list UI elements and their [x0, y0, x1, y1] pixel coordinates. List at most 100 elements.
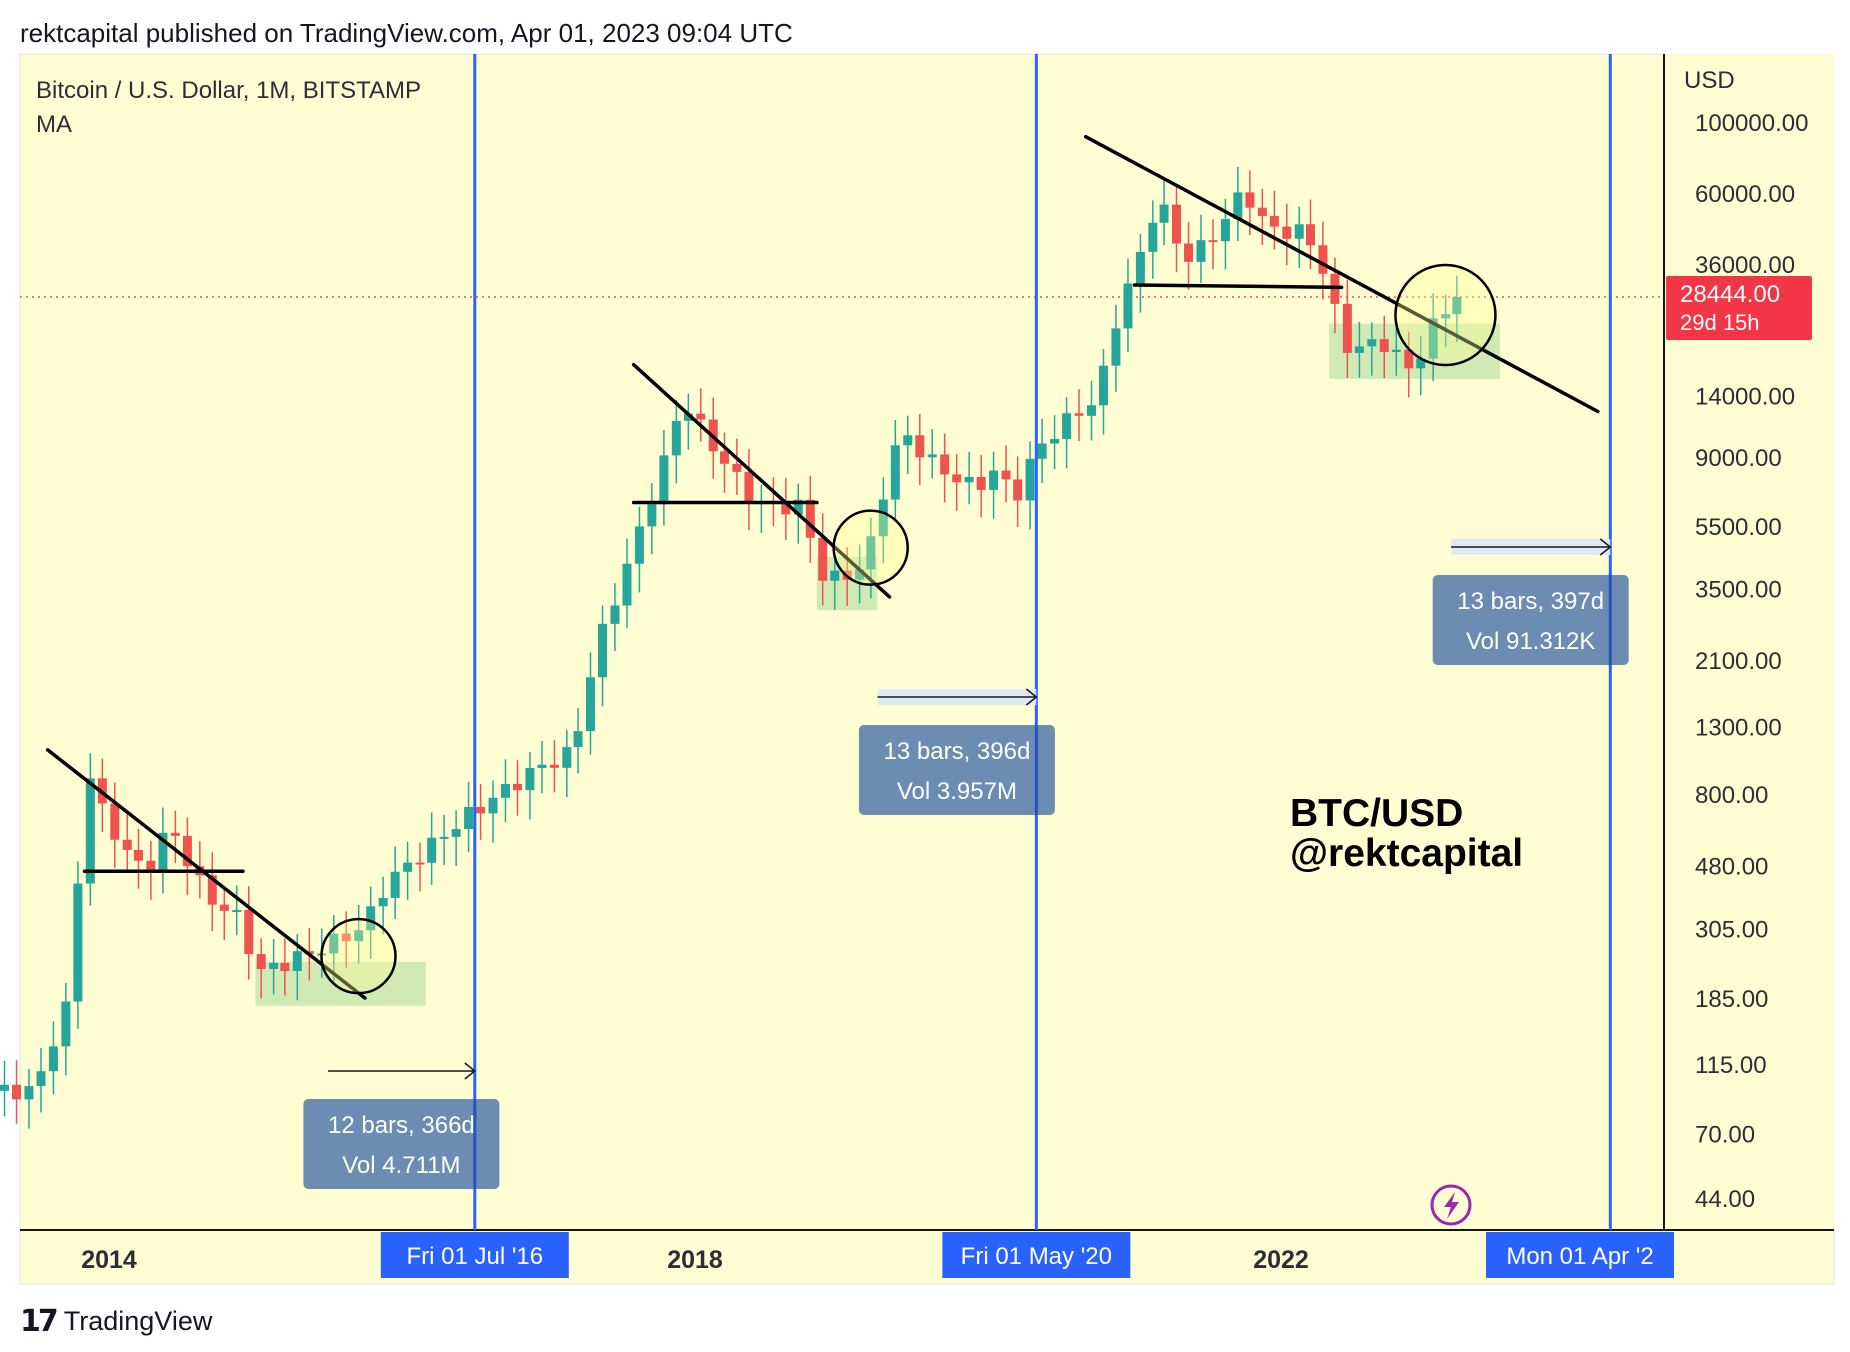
candle-body	[1062, 413, 1072, 439]
candle-body	[793, 499, 803, 515]
candle-body	[329, 933, 339, 954]
candle-body	[207, 875, 217, 905]
date-range-volume: Vol 91.312K	[1466, 628, 1595, 655]
highlight-circle[interactable]	[320, 917, 397, 995]
candle-body	[403, 862, 413, 872]
candle-body	[354, 930, 364, 942]
candle-body	[500, 783, 510, 798]
candle-body	[671, 420, 681, 456]
candle-body	[219, 904, 229, 911]
candle-body	[549, 764, 559, 768]
candle-body	[1220, 219, 1230, 242]
indicator-label: MA	[36, 111, 72, 138]
y-tick-label: 185.00	[1695, 986, 1768, 1013]
candle-body	[1379, 339, 1389, 353]
lightning-icon[interactable]	[1430, 1184, 1472, 1226]
candle-body	[170, 832, 180, 836]
date-range-bars: 13 bars, 396d	[884, 738, 1031, 765]
candle-body	[964, 476, 974, 483]
candle-body	[488, 797, 498, 814]
candle-body	[0, 1084, 9, 1091]
y-tick-label: 14000.00	[1695, 384, 1795, 411]
candle-body	[1171, 204, 1181, 244]
candle-body	[855, 569, 865, 580]
candle-body	[110, 803, 120, 840]
candle-body	[1148, 222, 1158, 252]
candle-body	[1452, 297, 1462, 315]
y-tick-label: 5500.00	[1695, 514, 1782, 541]
trendline[interactable]	[1083, 134, 1600, 414]
candle-body	[915, 435, 925, 458]
candle-body	[525, 767, 535, 791]
trendline[interactable]	[1132, 283, 1344, 290]
candle-body	[36, 1071, 46, 1087]
candle-body	[805, 499, 815, 538]
candle-body	[451, 829, 461, 837]
candle-body	[256, 954, 266, 969]
candle-body	[232, 910, 242, 913]
candle-body	[85, 778, 95, 884]
candle-body	[1196, 240, 1206, 262]
trendline[interactable]	[631, 362, 892, 599]
candle-body	[269, 962, 279, 969]
date-range-info-box	[1432, 575, 1629, 665]
candle-body	[73, 883, 83, 1002]
candle-body	[781, 501, 791, 515]
candle-body	[1208, 240, 1218, 243]
candle-body	[146, 860, 156, 872]
candle-body	[1367, 339, 1377, 347]
date-range-volume: Vol 4.711M	[342, 1152, 460, 1179]
candles	[0, 167, 1462, 1129]
candle-body	[1269, 215, 1279, 227]
plot-area[interactable]	[19, 53, 1665, 1231]
candle-body	[1257, 207, 1267, 216]
tradingview-brand: TradingView	[63, 1306, 213, 1336]
candle-body	[1013, 479, 1023, 501]
candle-body	[476, 806, 486, 814]
candle-body	[1416, 358, 1426, 369]
candle-body	[659, 455, 669, 505]
candle-body	[744, 471, 754, 504]
candle-body	[12, 1084, 22, 1100]
highlight-circle[interactable]	[832, 509, 909, 586]
candle-body	[1441, 314, 1451, 319]
candle-body	[989, 470, 999, 490]
y-tick-label: 800.00	[1695, 782, 1768, 809]
y-tick-label: 3500.00	[1695, 577, 1782, 604]
vertical-line-date-label: Fri 01 May '20	[961, 1243, 1112, 1270]
candle-body	[585, 677, 595, 732]
candle-body	[1037, 443, 1047, 459]
y-tick-label: 480.00	[1695, 853, 1768, 880]
candle-body	[1305, 224, 1315, 246]
candle-body	[1391, 349, 1401, 353]
date-range-volume: Vol 3.957M	[897, 778, 1017, 805]
price-axis[interactable]	[1664, 54, 1834, 1230]
annotation-pair: BTC/USD	[1290, 792, 1463, 835]
candle-body	[1050, 438, 1060, 444]
publish-info: rektcapital published on TradingView.com…	[20, 18, 793, 48]
candle-body	[122, 839, 132, 850]
candle-body	[1354, 346, 1364, 353]
candle-body	[903, 435, 913, 446]
candle-body	[537, 764, 547, 768]
candle-body	[1159, 204, 1169, 223]
candle-body	[732, 463, 742, 472]
candle-body	[976, 476, 986, 490]
candle-body	[1404, 349, 1414, 369]
highlight-circle[interactable]	[1394, 263, 1497, 367]
candle-body	[830, 570, 840, 581]
trendline[interactable]	[45, 748, 367, 1000]
candle-body	[1135, 251, 1145, 284]
candle-body	[573, 731, 583, 748]
y-tick-label: 115.00	[1695, 1052, 1767, 1079]
candle-body	[1001, 470, 1011, 480]
date-range-bars: 12 bars, 366d	[328, 1112, 475, 1139]
vertical-line-date-label: Mon 01 Apr '2	[1506, 1243, 1653, 1270]
candle-body	[1233, 192, 1243, 220]
candle-body	[927, 454, 937, 458]
annotation-author: @rektcapital	[1290, 832, 1523, 875]
candle-body	[719, 451, 729, 464]
candle-body	[415, 862, 425, 865]
candle-body	[1245, 192, 1255, 208]
